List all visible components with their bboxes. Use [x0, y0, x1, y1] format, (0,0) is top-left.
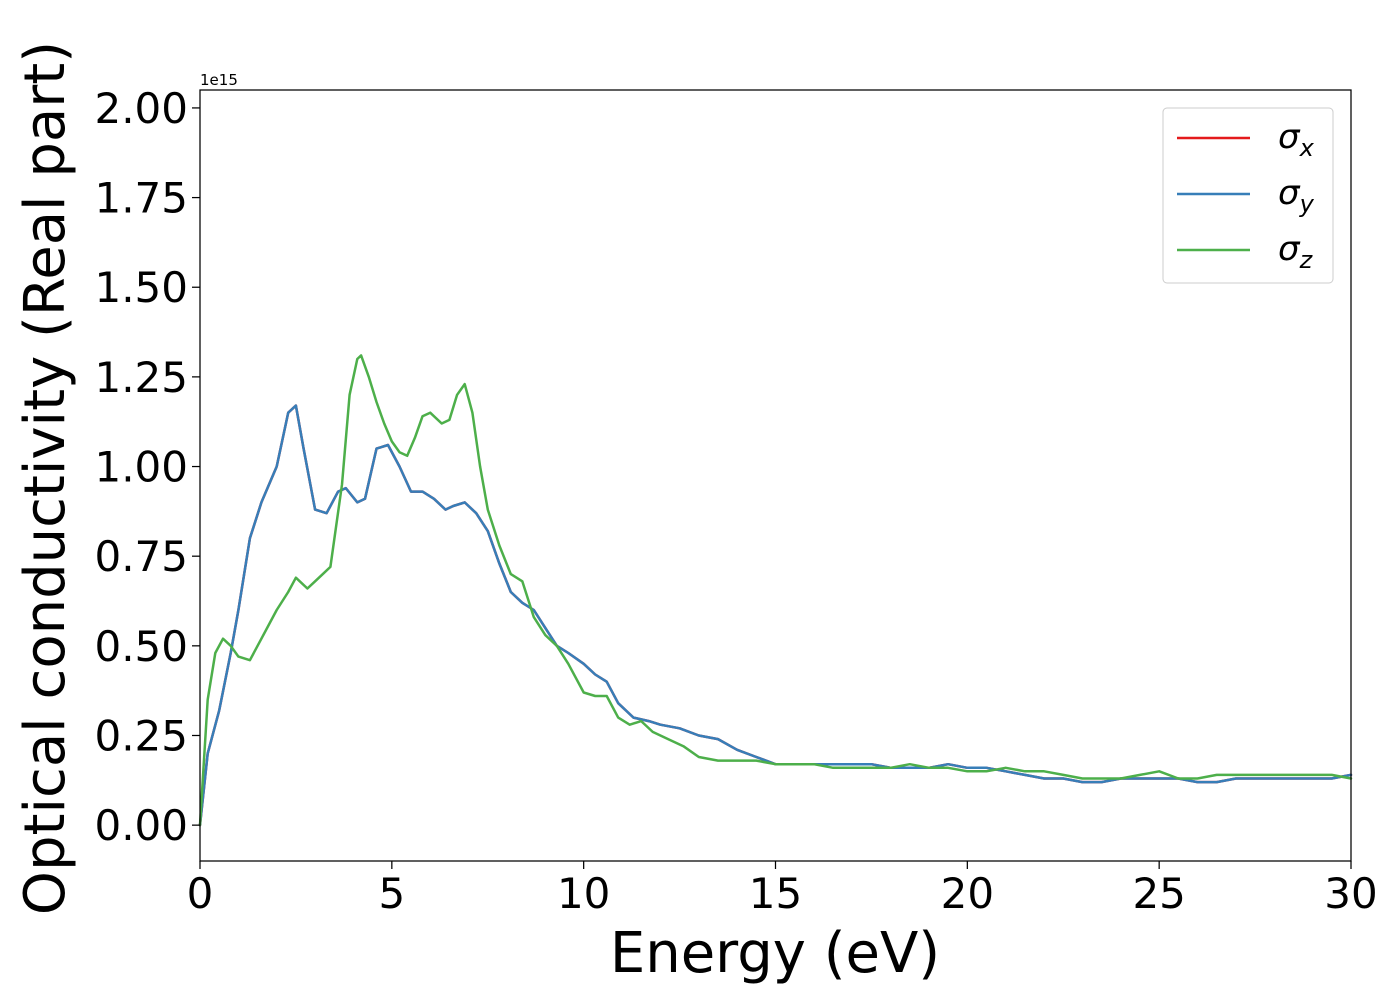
- y-tick-label: 0.50: [94, 622, 188, 671]
- y-tick-label: 0.75: [94, 532, 188, 581]
- x-axis-label: Energy (eV): [610, 921, 940, 986]
- legend-label-z: σz: [1278, 229, 1314, 274]
- x-tick-label: 5: [378, 869, 405, 918]
- y-axis: 0.00 0.25 0.50 0.75 1.00 1.25 1.50 1.75 2.00: [94, 84, 200, 850]
- series-line-z: [198, 354, 1353, 827]
- x-tick-label: 10: [557, 869, 610, 918]
- x-axis: 0 5 10 15 20 25 30: [187, 861, 1378, 918]
- y-tick-label: 1.00: [94, 443, 188, 492]
- y-tick-label: 1.25: [94, 353, 188, 402]
- legend-box: [1162, 107, 1334, 284]
- y-tick-label: 1.75: [94, 174, 188, 223]
- series-line-y: [198, 404, 1353, 827]
- x-tick-label: 0: [187, 869, 214, 918]
- series-layer: [198, 354, 1353, 827]
- y-tick-label: 0.25: [94, 711, 188, 760]
- x-tick-label: 25: [1132, 869, 1185, 918]
- x-tick-label: 15: [749, 869, 802, 918]
- x-tick-label: 30: [1324, 869, 1377, 918]
- y-tick-label: 2.00: [94, 84, 188, 133]
- x-tick-label: 20: [941, 869, 994, 918]
- y-tick-label: 1.50: [94, 263, 188, 312]
- y-tick-label: 0.00: [94, 801, 188, 850]
- y-axis-label: Optical conductivity (Real part): [13, 41, 78, 915]
- y-offset-label: 1e15: [200, 71, 238, 89]
